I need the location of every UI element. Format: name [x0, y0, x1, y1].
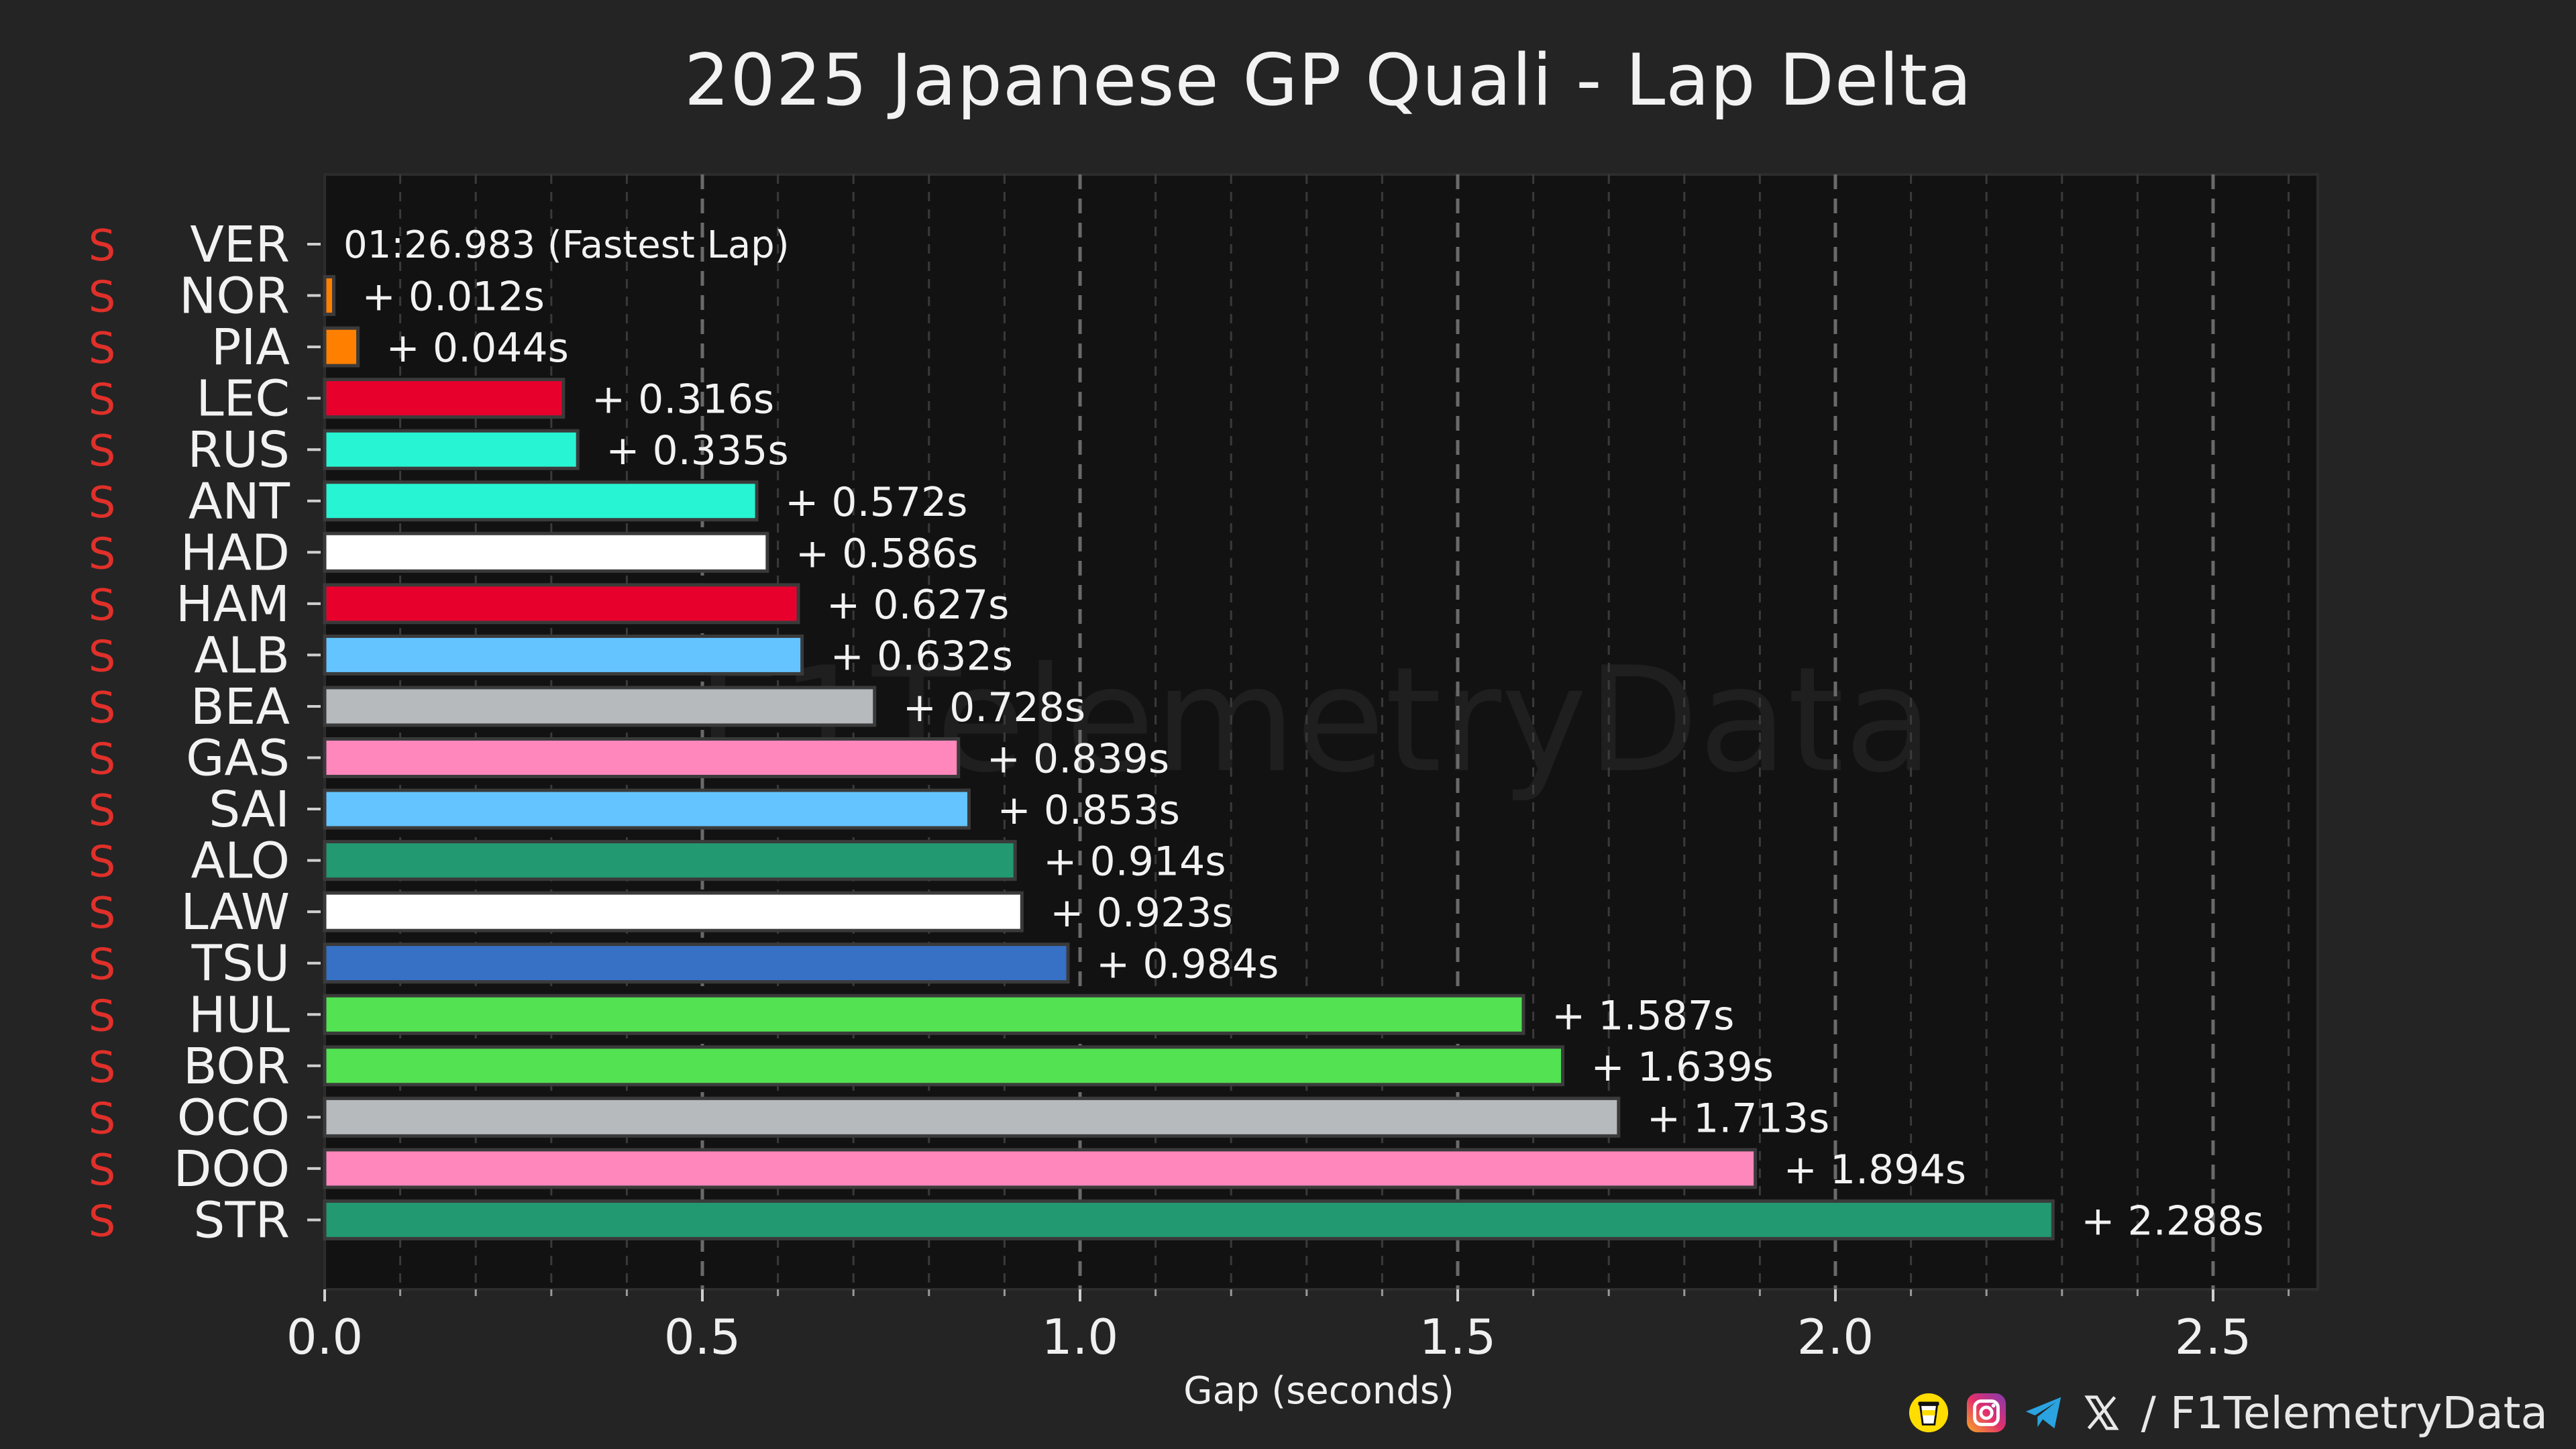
driver-label-oco: OCO [177, 1089, 290, 1146]
x-axis-label: Gap (seconds) [1183, 1369, 1454, 1413]
gap-label-alo: + 0.914s [1043, 839, 1226, 885]
gap-label-ant: + 0.572s [785, 479, 967, 526]
gap-label-ham: + 0.627s [826, 582, 1009, 629]
driver-label-hul: HUL [189, 986, 290, 1044]
tyre-compound-label: S [89, 991, 116, 1041]
tyre-compound-label: S [89, 1094, 116, 1144]
instagram-icon[interactable] [1966, 1392, 2007, 1434]
gap-label-had: + 0.586s [796, 530, 978, 577]
driver-label-sai: SAI [209, 781, 290, 839]
tyre-compound-label: S [89, 889, 116, 938]
gap-label-rus: + 0.335s [606, 427, 788, 474]
bar-oco [323, 1096, 1621, 1138]
driver-label-law: LAW [180, 883, 290, 941]
tyre-compound-label: S [89, 1146, 116, 1195]
tyre-compound-label: S [89, 632, 116, 682]
gap-label-sai: + 0.853s [997, 787, 1179, 834]
driver-label-gas: GAS [186, 730, 290, 788]
tyre-compound-label: S [89, 529, 116, 579]
driver-label-str: STR [193, 1191, 290, 1249]
driver-label-doo: DOO [174, 1140, 290, 1198]
footer-handle[interactable]: / F1TelemetryData [2141, 1387, 2548, 1439]
bar-alb [323, 634, 804, 676]
bar-lec [323, 378, 566, 419]
x-tick-label: 2.5 [2175, 1309, 2252, 1365]
gap-label-oco: + 1.713s [1647, 1095, 1829, 1142]
driver-label-lec: LEC [196, 370, 290, 428]
tyre-compound-label: S [89, 786, 116, 836]
bar-bea [323, 686, 877, 727]
bar-gas [323, 737, 961, 778]
driver-label-bea: BEA [191, 678, 290, 736]
x-icon[interactable] [2081, 1392, 2123, 1434]
gap-label-hul: + 1.587s [1552, 992, 1734, 1039]
coffee-icon[interactable] [1908, 1392, 1949, 1434]
tyre-compound-label: S [89, 427, 116, 476]
x-tick-label: 2.0 [1797, 1309, 1874, 1365]
tyre-compound-label: S [89, 1043, 116, 1093]
bar-alo [323, 840, 1017, 881]
bar-pia [323, 326, 360, 368]
x-tick-label: 1.5 [1419, 1309, 1497, 1365]
driver-label-ham: HAM [176, 576, 290, 633]
fastest-lap-label: 01:26.983 (Fastest Lap) [343, 223, 790, 267]
gap-label-lec: + 0.316s [592, 376, 774, 423]
tyre-compound-label: S [89, 581, 116, 631]
tyre-compound-label: S [89, 221, 116, 271]
bar-str [323, 1199, 2055, 1240]
gap-label-str: + 2.288s [2081, 1197, 2263, 1244]
gap-label-doo: + 1.894s [1784, 1146, 1966, 1193]
tyre-compound-label: S [89, 838, 116, 888]
gap-label-bea: + 0.728s [903, 684, 1085, 731]
gap-label-gas: + 0.839s [987, 736, 1169, 783]
bar-nor [323, 275, 336, 317]
driver-label-ant: ANT [189, 473, 290, 531]
bar-bor [323, 1045, 1565, 1087]
tyre-compound-label: S [89, 478, 116, 528]
x-tick-label: 0.5 [664, 1309, 741, 1365]
x-tick-label: 0.0 [286, 1309, 364, 1365]
x-tick-label: 1.0 [1042, 1309, 1119, 1365]
tyre-compound-label: S [89, 1197, 116, 1246]
driver-label-pia: PIA [211, 319, 290, 376]
tyre-compound-label: S [89, 735, 116, 785]
chart-title: 2025 Japanese GP Quali - Lap Delta [684, 39, 1973, 121]
driver-label-had: HAD [180, 524, 290, 582]
gap-label-law: + 0.923s [1050, 890, 1232, 936]
telegram-icon[interactable] [2023, 1392, 2065, 1434]
footer: / F1TelemetryData [1908, 1386, 2548, 1440]
driver-label-rus: RUS [187, 421, 290, 479]
tyre-compound-label: S [89, 376, 116, 425]
bar-rus [323, 429, 580, 470]
gap-label-alb: + 0.632s [830, 633, 1013, 680]
driver-label-ver: VER [190, 216, 290, 274]
driver-label-bor: BOR [183, 1038, 290, 1095]
bar-ham [323, 583, 800, 625]
driver-label-alo: ALO [191, 833, 290, 890]
tyre-compound-label: S [89, 324, 116, 374]
bar-sai [323, 788, 971, 830]
bar-doo [323, 1148, 1758, 1189]
driver-label-alb: ALB [194, 627, 290, 684]
driver-label-nor: NOR [179, 268, 290, 325]
gap-label-nor: + 0.012s [362, 274, 545, 321]
gap-label-tsu: + 0.984s [1096, 941, 1279, 988]
tyre-compound-label: S [89, 941, 116, 990]
bar-law [323, 891, 1024, 932]
tyre-compound-label: S [89, 273, 116, 323]
gap-label-bor: + 1.639s [1591, 1044, 1774, 1091]
bar-ant [323, 480, 759, 522]
bar-tsu [323, 943, 1070, 984]
bar-hul [323, 994, 1525, 1035]
gap-label-pia: + 0.044s [386, 325, 569, 372]
driver-label-tsu: TSU [191, 935, 290, 993]
tyre-compound-label: S [89, 684, 116, 733]
bar-had [323, 531, 769, 573]
